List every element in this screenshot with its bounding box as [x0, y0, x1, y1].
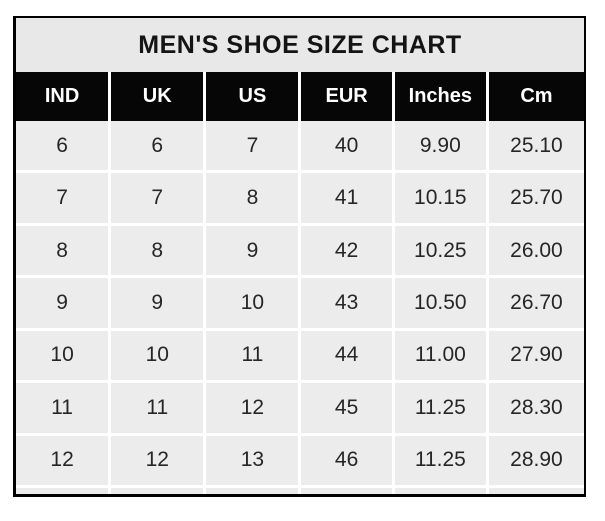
table-cell: 6: [111, 121, 204, 171]
table-cell: 44: [301, 330, 392, 381]
table-cell: 25.70: [488, 173, 584, 223]
table-bottom-spacer: [16, 487, 109, 494]
table-cell: 45: [301, 383, 392, 433]
table-cell: 11.25: [394, 383, 486, 433]
table-cell: 41: [301, 173, 392, 223]
column-header-inches: Inches: [394, 72, 486, 121]
table-bottom-spacer: [111, 487, 204, 494]
column-header-uk: UK: [111, 72, 204, 121]
table-bottom-spacer: [488, 487, 584, 494]
table-cell: 10.25: [394, 225, 486, 276]
column-header-eur: EUR: [301, 72, 392, 121]
table-body: 6 6 7 40 9.90 25.10 7 7 8 41 10.15 25.70…: [16, 121, 584, 494]
table-cell: 11: [206, 330, 299, 381]
shoe-size-chart-table: MEN'S SHOE SIZE CHART IND UK US EUR Inch…: [13, 16, 586, 497]
table-cell: 10: [206, 278, 299, 328]
table-cell: 43: [301, 278, 392, 328]
table-cell: 42: [301, 225, 392, 276]
table-cell: 12: [16, 435, 109, 485]
table-cell: 25.10: [488, 121, 584, 171]
table-cell: 11.25: [394, 435, 486, 485]
table-bottom-spacer: [206, 487, 299, 494]
table-cell: 7: [111, 173, 204, 223]
table-cell: 10: [111, 330, 204, 381]
table-cell: 10.15: [394, 173, 486, 223]
table-cell: 40: [301, 121, 392, 171]
table-cell: 7: [206, 121, 299, 171]
table-cell: 26.70: [488, 278, 584, 328]
table-cell: 26.00: [488, 225, 584, 276]
table-cell: 11.00: [394, 330, 486, 381]
table-cell: 9: [206, 225, 299, 276]
table-cell: 9.90: [394, 121, 486, 171]
table-cell: 27.90: [488, 330, 584, 381]
chart-title: MEN'S SHOE SIZE CHART: [16, 18, 584, 72]
column-header-cm: Cm: [488, 72, 584, 121]
table-cell: 10.50: [394, 278, 486, 328]
table-cell: 12: [111, 435, 204, 485]
table-cell: 10: [16, 330, 109, 381]
table-cell: 46: [301, 435, 392, 485]
table-cell: 12: [206, 383, 299, 433]
column-header-us: US: [206, 72, 299, 121]
table-cell: 13: [206, 435, 299, 485]
table-cell: 9: [111, 278, 204, 328]
table-cell: 11: [16, 383, 109, 433]
table-bottom-spacer: [394, 487, 486, 494]
table-cell: 8: [206, 173, 299, 223]
table-cell: 11: [111, 383, 204, 433]
table-cell: 28.30: [488, 383, 584, 433]
table-cell: 28.90: [488, 435, 584, 485]
table-header-row: IND UK US EUR Inches Cm: [16, 72, 584, 121]
column-header-ind: IND: [16, 72, 109, 121]
table-cell: 9: [16, 278, 109, 328]
table-cell: 7: [16, 173, 109, 223]
table-cell: 8: [16, 225, 109, 276]
table-bottom-spacer: [301, 487, 392, 494]
table-cell: 8: [111, 225, 204, 276]
table-cell: 6: [16, 121, 109, 171]
